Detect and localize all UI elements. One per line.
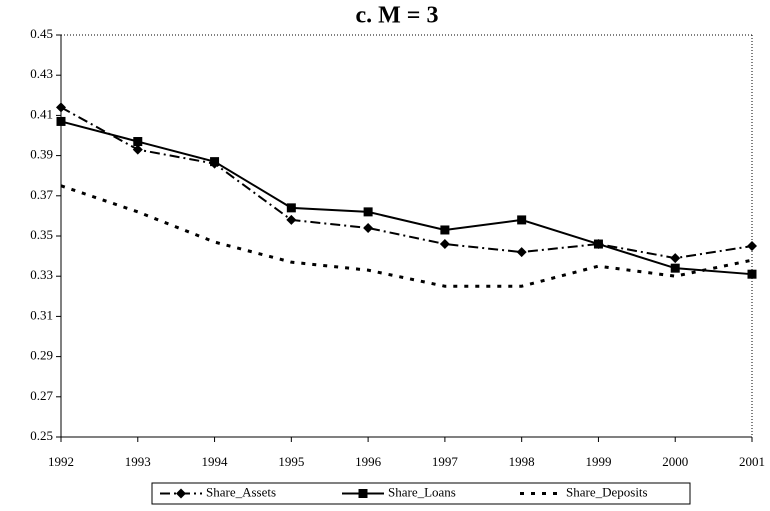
marker: [286, 214, 297, 225]
marker: [593, 239, 603, 249]
legend-marker: [358, 489, 368, 498]
legend-label: Share_Loans: [388, 484, 456, 499]
x-tick-label: 2000: [662, 454, 688, 469]
marker: [363, 222, 374, 233]
x-tick-label: 1995: [278, 454, 304, 469]
series-line: [60, 120, 753, 276]
marker: [132, 144, 143, 155]
marker: [56, 116, 66, 126]
y-tick-label: 0.37: [30, 187, 53, 202]
x-tick-label: 1992: [48, 454, 74, 469]
x-tick-label: 1994: [202, 454, 229, 469]
x-tick-label: 2001: [739, 454, 765, 469]
y-tick-label: 0.39: [30, 147, 53, 162]
y-tick-label: 0.31: [30, 307, 53, 322]
marker: [747, 269, 757, 279]
marker: [670, 263, 680, 273]
legend-box: [151, 482, 691, 505]
legend: Share_Assets Share_Loans Share_Deposits: [151, 482, 691, 505]
y-tick-label: 0.35: [30, 227, 53, 242]
marker: [747, 241, 757, 252]
y-tick-label: 0.27: [30, 388, 53, 403]
marker: [56, 102, 66, 113]
marker: [363, 207, 373, 217]
y-tick-label: 0.41: [30, 106, 53, 121]
y-tick-label: 0.45: [30, 26, 53, 41]
y-tick-label: 0.33: [30, 267, 53, 282]
y-tick-label: 0.29: [30, 348, 53, 363]
y-tick-label: 0.43: [30, 66, 53, 81]
legend-label: Share_Deposits: [566, 484, 648, 499]
y-tick-label: 0.25: [30, 428, 53, 443]
series-line: [60, 106, 753, 260]
marker: [133, 137, 143, 147]
marker: [516, 247, 527, 258]
marker: [670, 253, 681, 264]
x-tick-label: 1993: [125, 454, 151, 469]
marker: [440, 225, 450, 235]
marker: [439, 239, 450, 250]
chart-title: c. M = 3: [356, 3, 439, 29]
x-tick-label: 1997: [432, 454, 459, 469]
legend-label: Share_Assets: [206, 484, 276, 499]
marker: [517, 215, 527, 225]
legend-marker: [176, 488, 186, 499]
marker: [286, 203, 296, 213]
x-tick-label: 1999: [585, 454, 611, 469]
marker: [210, 157, 220, 167]
series-line: [60, 184, 753, 288]
x-tick-label: 1998: [509, 454, 535, 469]
x-tick-label: 1996: [355, 454, 382, 469]
